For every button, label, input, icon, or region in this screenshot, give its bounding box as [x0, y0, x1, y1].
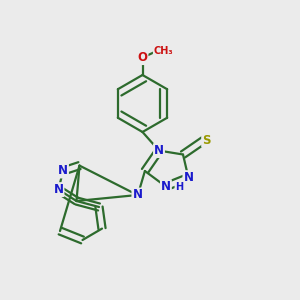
Text: N: N [154, 144, 164, 157]
Text: O: O [137, 51, 148, 64]
Text: N: N [161, 180, 171, 193]
Text: N: N [132, 188, 142, 202]
Text: S: S [202, 134, 211, 147]
Text: N: N [53, 183, 64, 196]
Text: CH₃: CH₃ [154, 46, 173, 56]
Text: H: H [175, 182, 184, 192]
Text: N: N [58, 164, 68, 178]
Text: N: N [183, 171, 194, 184]
